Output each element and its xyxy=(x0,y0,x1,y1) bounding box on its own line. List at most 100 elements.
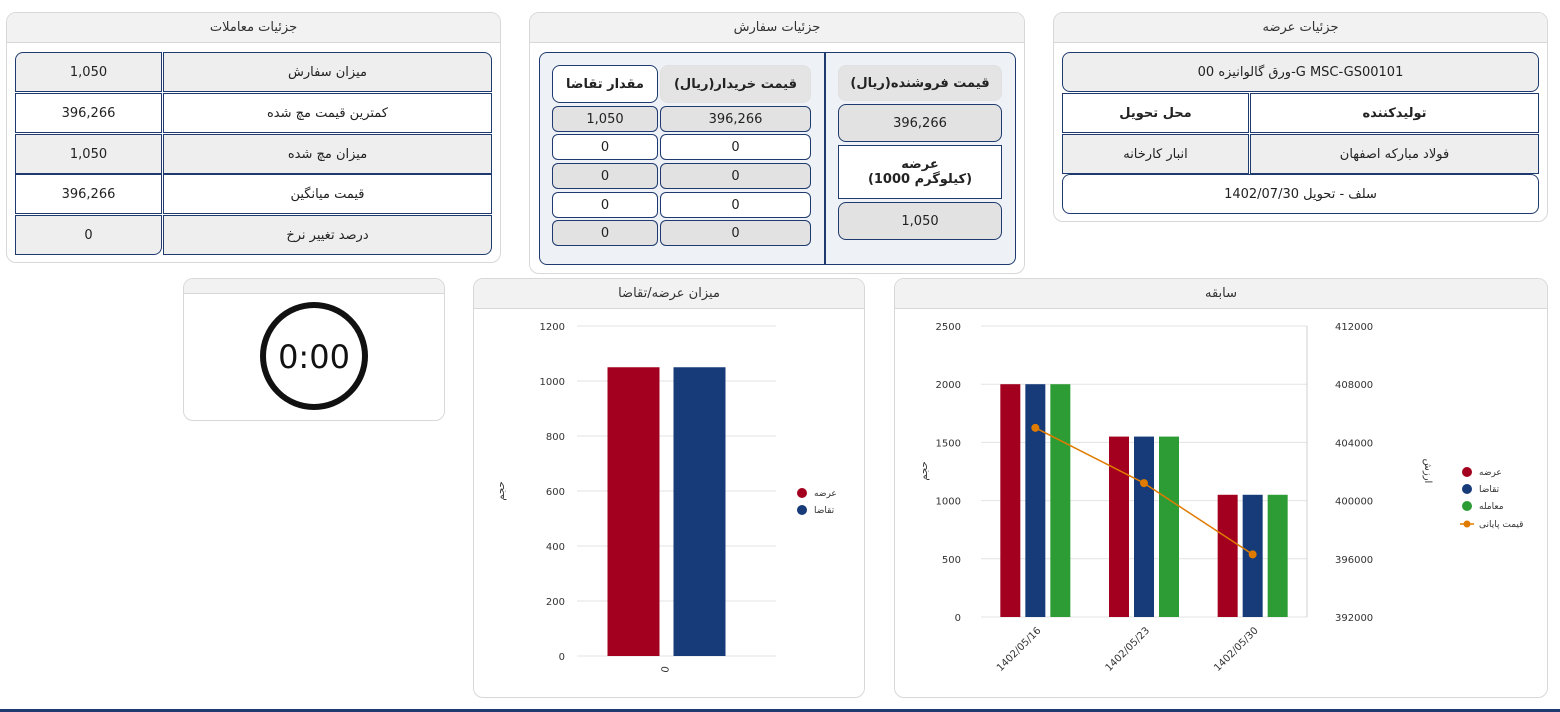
y-tick-label: 1000 xyxy=(936,497,961,508)
transaction-details-panel: جزئیات معاملات میزان سفارش 1,050 کمترین … xyxy=(6,12,501,263)
y-axis-label: حجم xyxy=(496,481,507,500)
bar-عرضه xyxy=(1109,436,1129,617)
demand-qty-label: مقدار تقاضا xyxy=(552,65,658,103)
average-price-value: 396,266 xyxy=(15,174,162,214)
y-tick-label: 0 xyxy=(955,613,961,624)
matched-amount-value: 1,050 xyxy=(15,134,162,174)
lowest-matched-price-value: 396,266 xyxy=(15,93,162,133)
bar-تقاضا xyxy=(1025,384,1046,617)
y2-tick-label: 400000 xyxy=(1335,497,1373,508)
y2-axis-label: ارزش xyxy=(1422,459,1433,484)
producer-label: تولیدکننده xyxy=(1250,93,1539,133)
seller-price-label: قیمت فروشنده(ریال) xyxy=(838,65,1002,101)
final-price-point xyxy=(1140,479,1148,488)
seller-price-value: 396,266 xyxy=(838,104,1002,142)
bar-عرضه xyxy=(1000,384,1021,617)
x-tick-label: 1402/05/30 xyxy=(1212,625,1261,674)
product-name: ورق گالوانیزه 00-G MSC-GS00101 xyxy=(1062,52,1539,92)
buyer-price-row-2: 0 xyxy=(660,134,811,160)
bar-معامله xyxy=(1050,384,1071,617)
y2-tick-label: 412000 xyxy=(1335,322,1373,333)
transaction-details-title: جزئیات معاملات xyxy=(7,13,500,43)
delivery-place-value: انبار کارخانه xyxy=(1062,134,1249,174)
legend-label: تقاضا xyxy=(1479,485,1500,495)
supply-demand-chart: 0 200 400 600 800 1000 1200 حجم 0 عرضه تقاضا xyxy=(496,322,837,674)
average-price-label: قیمت میانگین xyxy=(163,174,492,214)
y-tick-label: 200 xyxy=(546,597,565,608)
final-price-point xyxy=(1248,550,1257,559)
order-amount-value: 1,050 xyxy=(15,52,162,92)
x-tick-label: 0 xyxy=(660,665,672,673)
legend-marker xyxy=(1462,467,1472,477)
supply-value: 1,050 xyxy=(838,202,1002,240)
y-tick-label: 2000 xyxy=(936,380,961,391)
history-chart: 0 500 1000 1500 2000 2500 392000 396000 400000 40… xyxy=(919,322,1523,674)
x-tick-label: 1402/05/23 xyxy=(1104,625,1153,674)
y2-tick-label: 404000 xyxy=(1335,438,1373,449)
y2-tick-label: 396000 xyxy=(1335,555,1373,566)
timer-header xyxy=(184,279,444,294)
rate-change-label: درصد تغییر نرخ xyxy=(163,215,492,255)
history-chart-panel: سابقه 0 500 1000 1500 2000 2500 392000 396000 40… xyxy=(894,278,1548,698)
y-tick-label: 1000 xyxy=(540,377,565,388)
legend-marker xyxy=(797,505,807,515)
y2-tick-label: 408000 xyxy=(1335,380,1373,391)
bottom-border xyxy=(0,709,1560,712)
y-tick-label: 1200 xyxy=(540,322,565,333)
buyer-price-row-4: 0 xyxy=(660,192,811,218)
buyer-price-row-5: 0 xyxy=(660,220,811,246)
legend-label: عرضه xyxy=(1479,468,1502,478)
delivery-info: سلف - تحویل 1402/07/30 xyxy=(1062,174,1539,214)
timer-panel: 0:00 xyxy=(183,278,445,421)
bar-معامله xyxy=(1159,436,1179,617)
legend-marker xyxy=(797,488,807,498)
legend-marker xyxy=(1463,520,1471,528)
demand-qty-row-4: 0 xyxy=(552,192,658,218)
legend-label: معامله xyxy=(1479,502,1504,512)
matched-amount-label: میزان مچ شده xyxy=(163,134,492,174)
history-chart-title: سابقه xyxy=(895,279,1547,309)
y-tick-label: 800 xyxy=(546,432,565,443)
y-tick-label: 600 xyxy=(546,487,565,498)
y-tick-label: 1500 xyxy=(936,438,961,449)
bar-معامله xyxy=(1267,494,1288,617)
buyer-price-row-3: 0 xyxy=(660,163,811,189)
legend-marker xyxy=(1462,484,1472,494)
legend-label: عرضه xyxy=(814,489,837,499)
timer-value: 0:00 xyxy=(278,338,350,376)
offer-details-panel: جزئیات عرضه ورق گالوانیزه 00-G MSC-GS001… xyxy=(1053,12,1548,222)
offer-details-title: جزئیات عرضه xyxy=(1054,13,1547,43)
timer-ring xyxy=(260,302,368,410)
buyer-price-row-1: 396,266 xyxy=(660,106,811,132)
order-divider xyxy=(824,52,826,265)
legend-marker xyxy=(1462,501,1472,511)
order-details-title: جزئیات سفارش xyxy=(530,13,1024,43)
supply-demand-chart-title: میزان عرضه/تقاضا xyxy=(474,279,864,309)
y-tick-label: 500 xyxy=(942,555,961,566)
supply-demand-chart-panel: میزان عرضه/تقاضا 0 200 400 600 800 1000 1200 حج… xyxy=(473,278,865,698)
supply-label: عرضه (1000 کیلوگرم) xyxy=(838,145,1002,199)
legend-label: قیمت پایانی xyxy=(1479,520,1523,530)
timer-graphic: 0:00 xyxy=(260,302,368,410)
bar-عرضه xyxy=(1217,494,1238,617)
lowest-matched-price-label: کمترین قیمت مچ شده xyxy=(163,93,492,133)
demand-qty-row-1: 1,050 xyxy=(552,106,658,132)
y-axis-label: حجم xyxy=(919,461,930,480)
supply-label-line2: (1000 کیلوگرم) xyxy=(867,172,973,187)
y2-tick-label: 392000 xyxy=(1335,613,1373,624)
demand-qty-row-2: 0 xyxy=(552,134,658,160)
bar-عرضه xyxy=(607,367,660,656)
y-tick-label: 0 xyxy=(559,652,565,663)
buyer-price-label: قیمت خریدار(ریال) xyxy=(660,65,811,103)
bar-تقاضا xyxy=(673,367,726,656)
producer-value: فولاد مبارکه اصفهان xyxy=(1250,134,1539,174)
demand-qty-row-3: 0 xyxy=(552,163,658,189)
supply-label-line1: عرضه xyxy=(901,157,939,172)
order-amount-label: میزان سفارش xyxy=(163,52,492,92)
y-tick-label: 400 xyxy=(546,542,565,553)
y-tick-label: 2500 xyxy=(936,322,961,333)
demand-qty-row-5: 0 xyxy=(552,220,658,246)
bar-تقاضا xyxy=(1134,436,1154,617)
order-details-panel: جزئیات سفارش قیمت فروشنده(ریال) 396,266 … xyxy=(529,12,1025,274)
final-price-point xyxy=(1031,423,1040,432)
